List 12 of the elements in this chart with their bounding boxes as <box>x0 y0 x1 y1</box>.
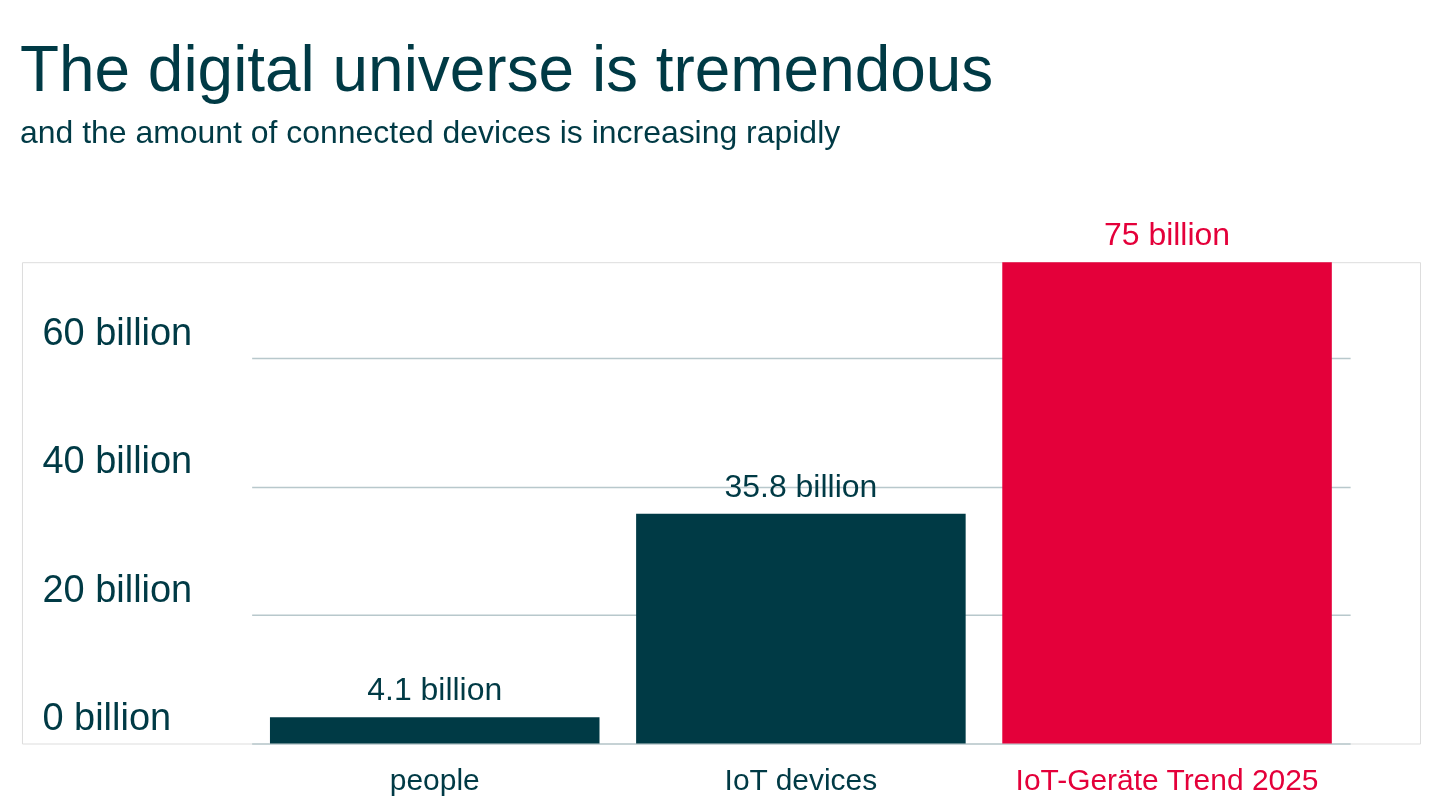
y-tick-label: 60 billion <box>42 310 193 353</box>
data-label: 4.1 billion <box>367 671 503 708</box>
x-tick-label: IoT devices <box>724 762 878 796</box>
chart-subtitle: and the amount of connected devices is increasing rapidly <box>19 114 841 151</box>
x-tick-label: IoT-Geräte Trend 2025 <box>1015 762 1319 796</box>
chart-title: The digital universe is tremendous <box>19 33 994 106</box>
x-tick-label: people <box>389 762 480 796</box>
y-tick-label: 0 billion <box>42 696 172 739</box>
data-label: 35.8 billion <box>724 467 878 504</box>
data-label: 75 billion <box>1104 216 1231 253</box>
y-tick-label: 20 billion <box>42 567 193 610</box>
y-tick-label: 40 billion <box>42 439 193 482</box>
